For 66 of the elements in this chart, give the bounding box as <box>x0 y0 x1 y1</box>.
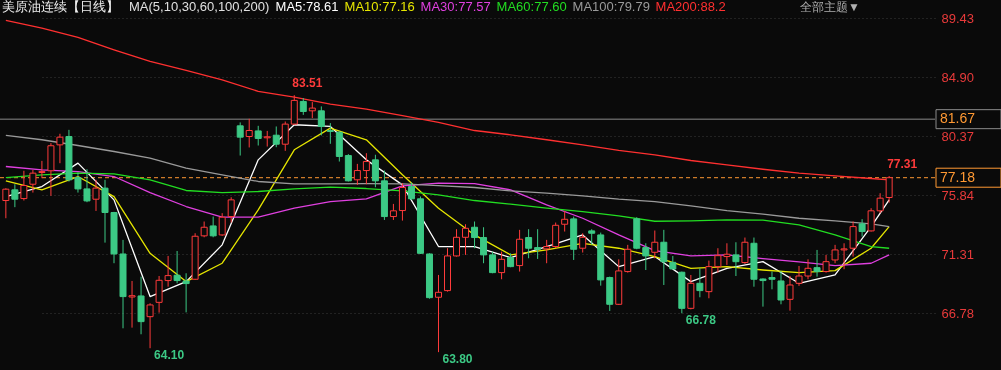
candlestick <box>227 196 235 224</box>
annotation: 77.31 <box>887 157 918 172</box>
text: MA100:79.79 <box>572 0 650 14</box>
candlestick <box>561 210 569 233</box>
candlestick <box>209 216 217 238</box>
candlestick <box>642 242 650 271</box>
candlestick <box>326 122 334 145</box>
candlestick <box>534 228 542 260</box>
candlestick <box>552 222 560 249</box>
text: MA60:77.60 <box>496 0 567 14</box>
annotation: 83.51 <box>292 76 323 91</box>
text: MA5:78.61 <box>275 0 339 14</box>
candlestick <box>254 125 262 146</box>
candlestick <box>453 228 461 258</box>
candlestick <box>128 280 136 329</box>
annotation: 63.80 <box>442 352 473 367</box>
candlestick <box>317 105 325 136</box>
candlestick <box>290 94 298 126</box>
candlestick <box>353 163 361 186</box>
y-tick-label: 75.84 <box>941 187 975 203</box>
y-tick-label: 84.90 <box>941 69 975 85</box>
candlestick <box>462 223 470 256</box>
candlestick <box>281 121 289 152</box>
candlestick <box>651 230 659 259</box>
ref-line-label: 77.18 <box>940 168 976 185</box>
line-series <box>5 172 890 249</box>
y-tick-label: 89.43 <box>941 10 975 26</box>
candlestick <box>813 249 821 278</box>
candlestick <box>272 125 280 148</box>
candlestick <box>434 274 442 353</box>
text: MA30:77.57 <box>420 0 491 14</box>
legend-title: MA(5,10,30,60,100,200) <box>129 0 270 14</box>
text: MA200:88.2 <box>655 0 726 14</box>
candlestick <box>92 179 100 212</box>
candlestick <box>525 228 533 259</box>
candlestick <box>480 226 488 264</box>
candlestick <box>398 182 406 222</box>
candlestick <box>732 241 740 277</box>
candlestick <box>471 221 479 249</box>
y-tick-label: 66.78 <box>941 305 975 321</box>
candlestick <box>236 121 244 157</box>
candlestick <box>858 218 866 238</box>
candlestick <box>579 232 587 254</box>
candlestick <box>624 244 632 274</box>
candlestick <box>20 170 28 202</box>
y-tick-label: 71.31 <box>941 246 975 262</box>
candlestick <box>543 239 551 264</box>
ref-line-label: 81.67 <box>940 110 976 127</box>
annotation: 64.10 <box>154 348 185 363</box>
candlestick <box>660 229 668 286</box>
candlestick <box>362 152 370 185</box>
candlestick <box>786 275 794 312</box>
candlestick <box>741 237 749 265</box>
candlestick <box>777 270 785 305</box>
text: 全部主题▼ <box>800 0 860 14</box>
candlestick <box>498 251 506 280</box>
candlestick <box>245 118 253 148</box>
annotation: 66.78 <box>685 313 717 328</box>
text: MA10:77.16 <box>344 0 415 14</box>
candlestick <box>696 267 704 298</box>
y-tick-label: 80.37 <box>941 128 975 144</box>
candlestick <box>146 302 154 349</box>
candlestick <box>371 154 379 188</box>
chart-title: 美原油连续【日线】 <box>2 0 119 14</box>
candlestick <box>218 212 226 237</box>
candlestick <box>11 183 19 208</box>
